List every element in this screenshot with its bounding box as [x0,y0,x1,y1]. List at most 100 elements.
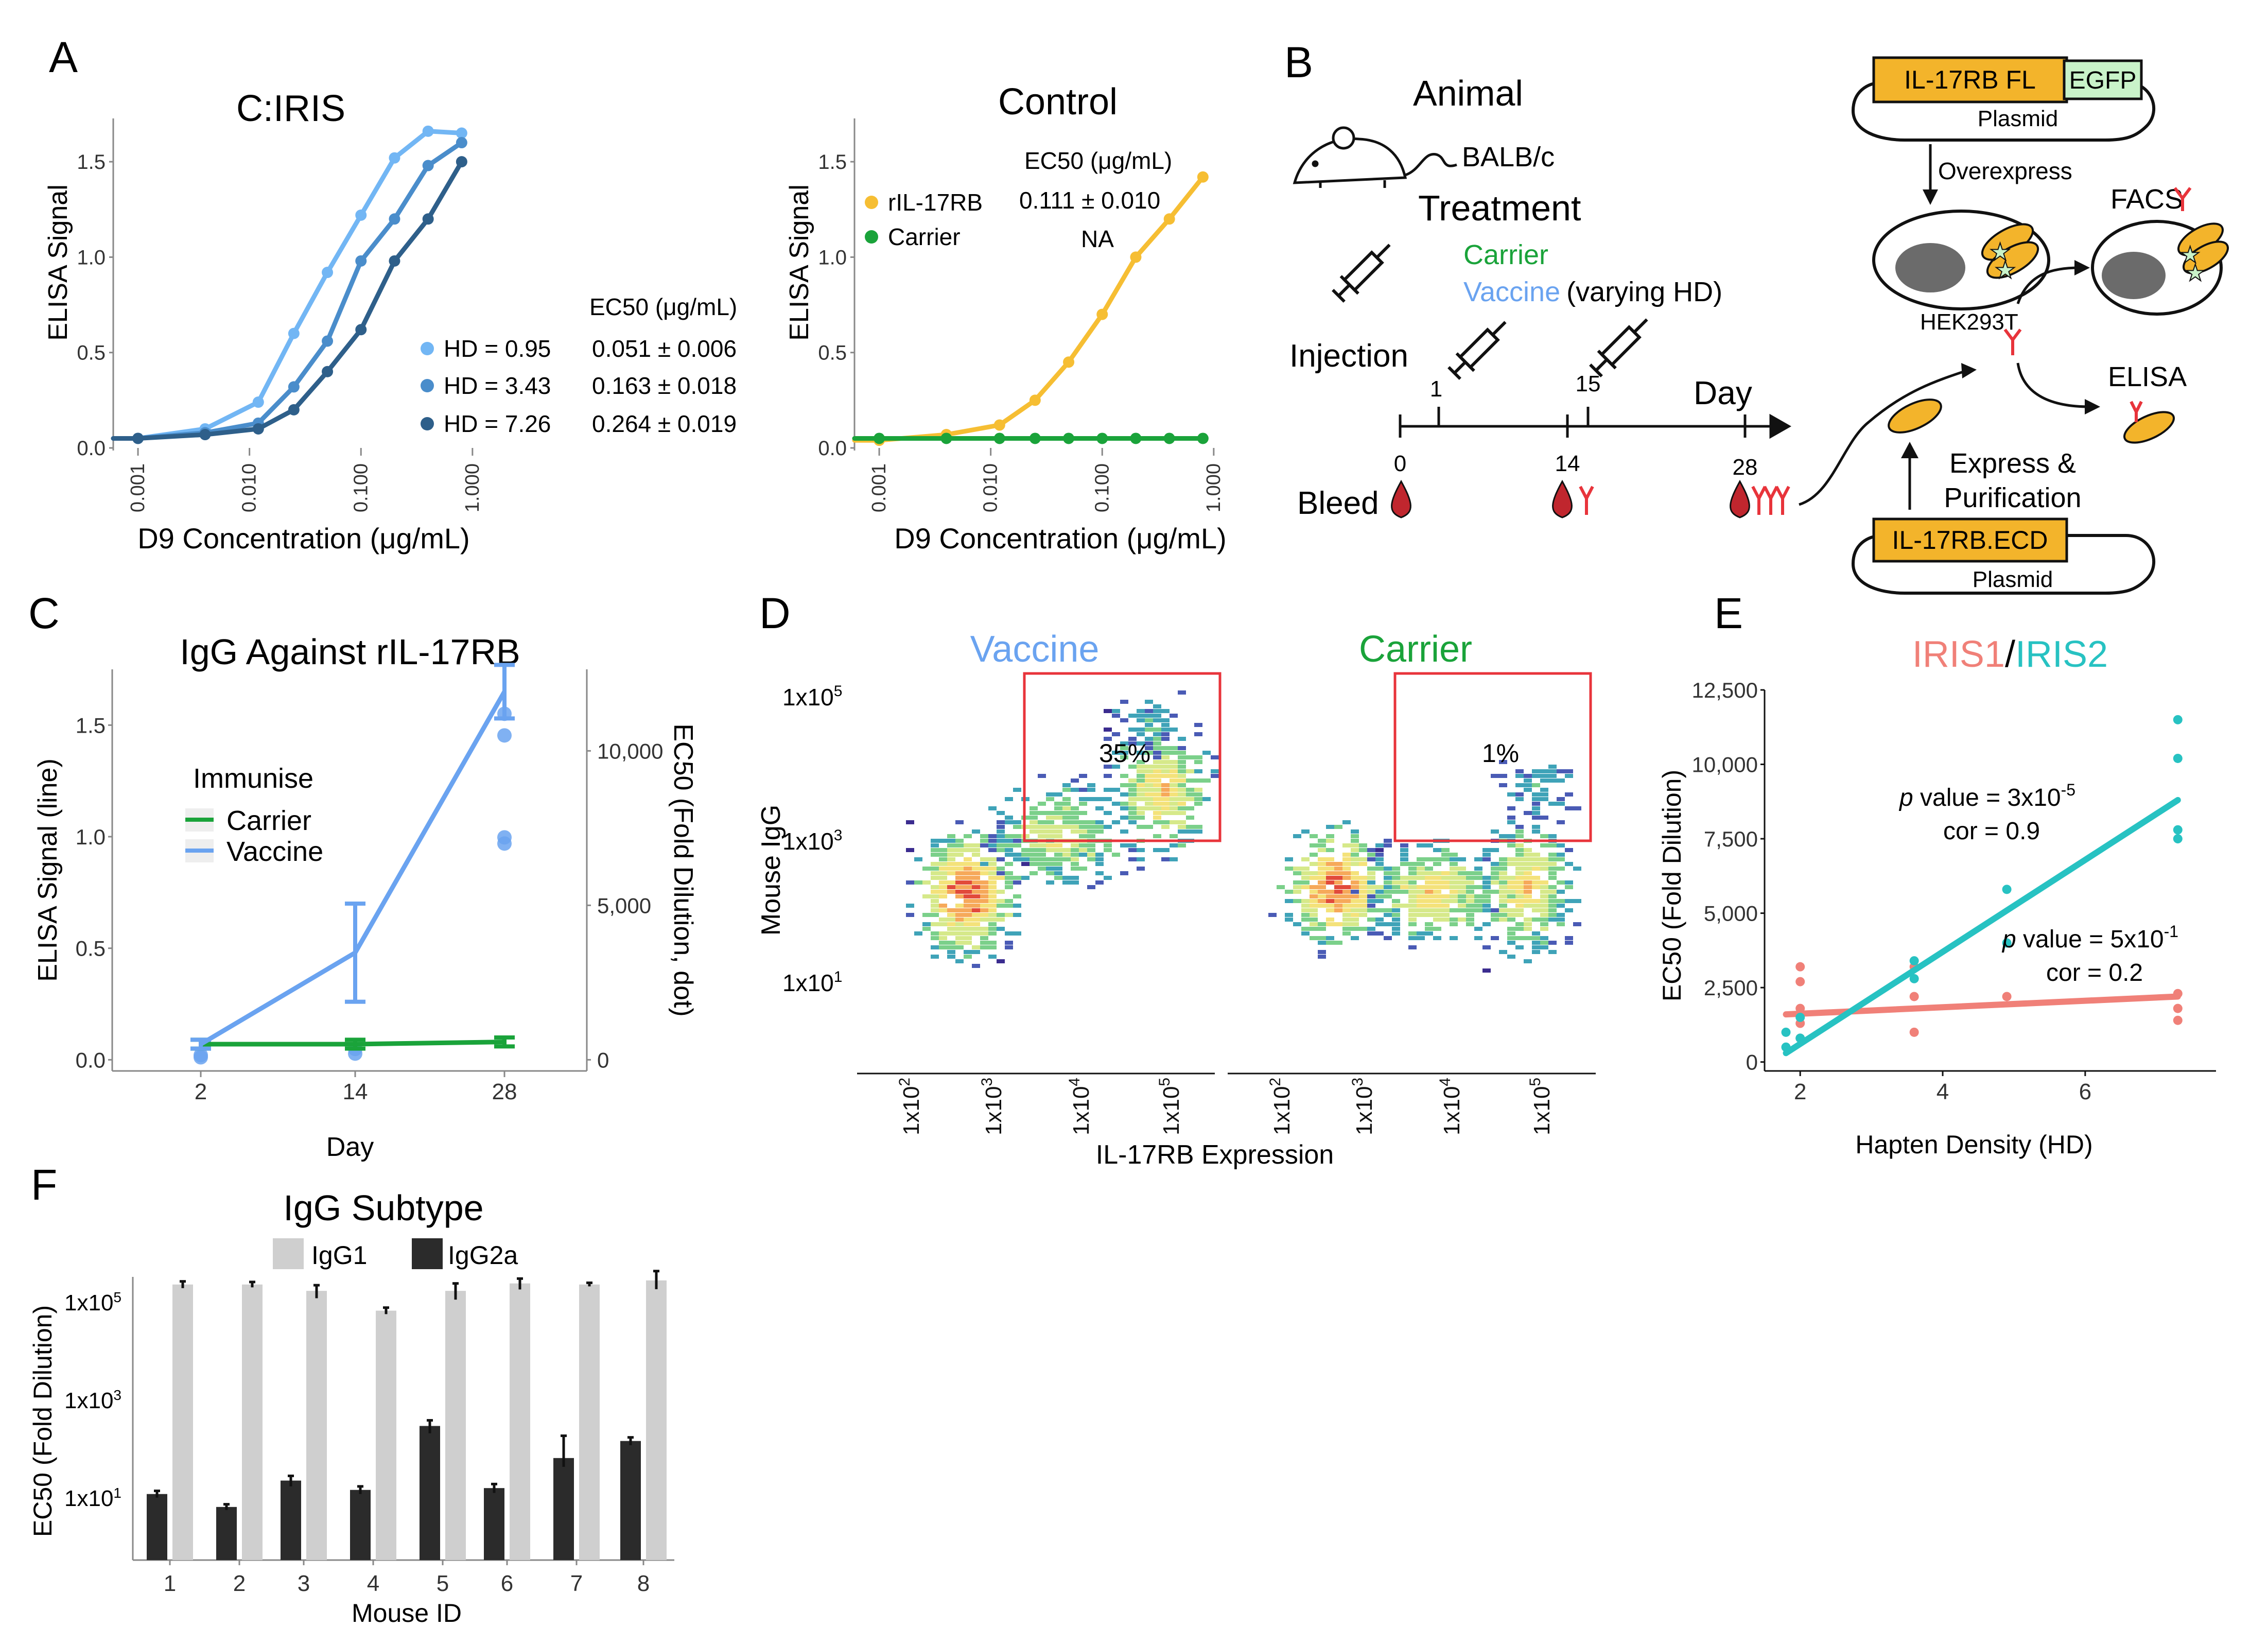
density-bin [1342,885,1351,889]
density-bin [1507,899,1515,903]
density-bin [1565,880,1573,885]
density-bin [1310,862,1318,866]
density-bin [1408,945,1417,949]
density-bin [1524,918,1532,922]
density-bin [1318,950,1326,954]
density-bin [1565,792,1573,797]
data-point [1909,974,1919,983]
x-tick-label: 1x102 [1267,1078,1295,1135]
density-bin [1524,871,1532,875]
density-bin [1030,843,1038,847]
density-bin [1573,922,1581,926]
data-point [1063,356,1075,368]
density-bin [1367,880,1375,885]
density-bin [1515,843,1524,847]
density-bin [1507,862,1515,866]
stat-iris1: p value = 5x10-1 [2001,922,2178,953]
density-bin [939,890,947,894]
density-bin [1441,894,1450,898]
x-tick-label: 1.000 [462,463,483,512]
density-bin [1450,894,1458,898]
density-bin [1054,806,1062,810]
density-bin [1054,829,1062,834]
density-bin [1178,802,1186,806]
svg-text:1x101: 1x101 [782,968,842,996]
density-bin [1326,839,1334,843]
density-bin [1153,816,1161,820]
density-bin [1524,774,1532,778]
ec50-dot [497,728,512,743]
density-bin [1532,885,1540,889]
density-bin [1351,853,1359,857]
density-bin [1153,797,1161,801]
density-bin [1030,829,1038,834]
density-bin [1071,862,1079,866]
density-bin [980,904,988,908]
density-bin [1178,792,1186,797]
density-bin [1351,908,1359,912]
density-bin [955,927,964,931]
density-bin [1104,797,1112,801]
bar-igg1 [445,1291,466,1560]
density-bin [1507,955,1515,959]
legend-dot-hd726 [421,417,434,430]
hek-cell: ★ ★ [1872,210,2050,310]
density-bin [955,862,964,866]
density-bin [1384,880,1392,885]
density-bin [955,945,964,949]
density-bin [1425,876,1433,880]
density-bin [1178,783,1186,787]
density-bin [1046,825,1054,829]
density-bin [1120,746,1128,750]
density-bin [1038,820,1046,824]
density-bin [1474,927,1482,931]
density-bin [947,908,955,912]
density-bin [1087,857,1095,861]
density-bin [1532,908,1540,912]
y-axis-label: EC50 (Fold Dilution) [1658,770,1686,1001]
density-bin [1170,774,1178,778]
density-bin [1474,885,1482,889]
density-bin [1458,908,1466,912]
inj-day-1: 1 [1430,376,1442,402]
density-bin [1334,904,1342,908]
strain-label: BALB/c [1462,142,1555,172]
density-bin [972,927,980,931]
density-bin [1482,880,1491,885]
density-bin [1318,941,1326,945]
density-bin [1466,904,1474,908]
density-bin [1030,820,1038,824]
density-bin [1153,820,1161,824]
density-bin [1474,867,1482,871]
x-tick-label: 28 [492,1079,517,1104]
y-ticks: 0.0 0.5 1.0 1.5 [818,151,854,460]
density-bin [1005,945,1013,949]
density-bin [939,876,947,880]
density-bin [1071,825,1079,829]
series-line [111,140,464,441]
bar-igg1 [579,1284,600,1560]
density-bin [1112,820,1120,824]
density-bin [1433,848,1441,852]
density-bin [1071,829,1079,834]
density-bin [1318,936,1326,940]
density-bin [1342,867,1351,871]
legend-ec50: NA [1081,226,1114,252]
density-bin [1425,927,1433,931]
density-bin [955,913,964,917]
density-bin [1310,890,1318,894]
x-tick-label: 2 [1794,1079,1806,1104]
legend-ec50: 0.111 ± 0.010 [1019,187,1160,214]
y-tick-label: 1.0 [76,825,106,849]
y-tick: 1x101 [64,1485,121,1511]
density-bin [1005,862,1013,866]
plot-title: Control [998,81,1118,123]
density-bin [972,853,980,857]
density-bin [1071,778,1079,783]
gate-percent-carrier: 1% [1482,739,1519,768]
axis-ticks: 0.0 0.5 1.0 1.5 0 5,000 10,000 2 14 28 [76,713,664,1104]
density-bin [1524,885,1532,889]
density-bin [1515,927,1524,931]
density-bin [997,848,1005,852]
data-point [456,137,467,149]
